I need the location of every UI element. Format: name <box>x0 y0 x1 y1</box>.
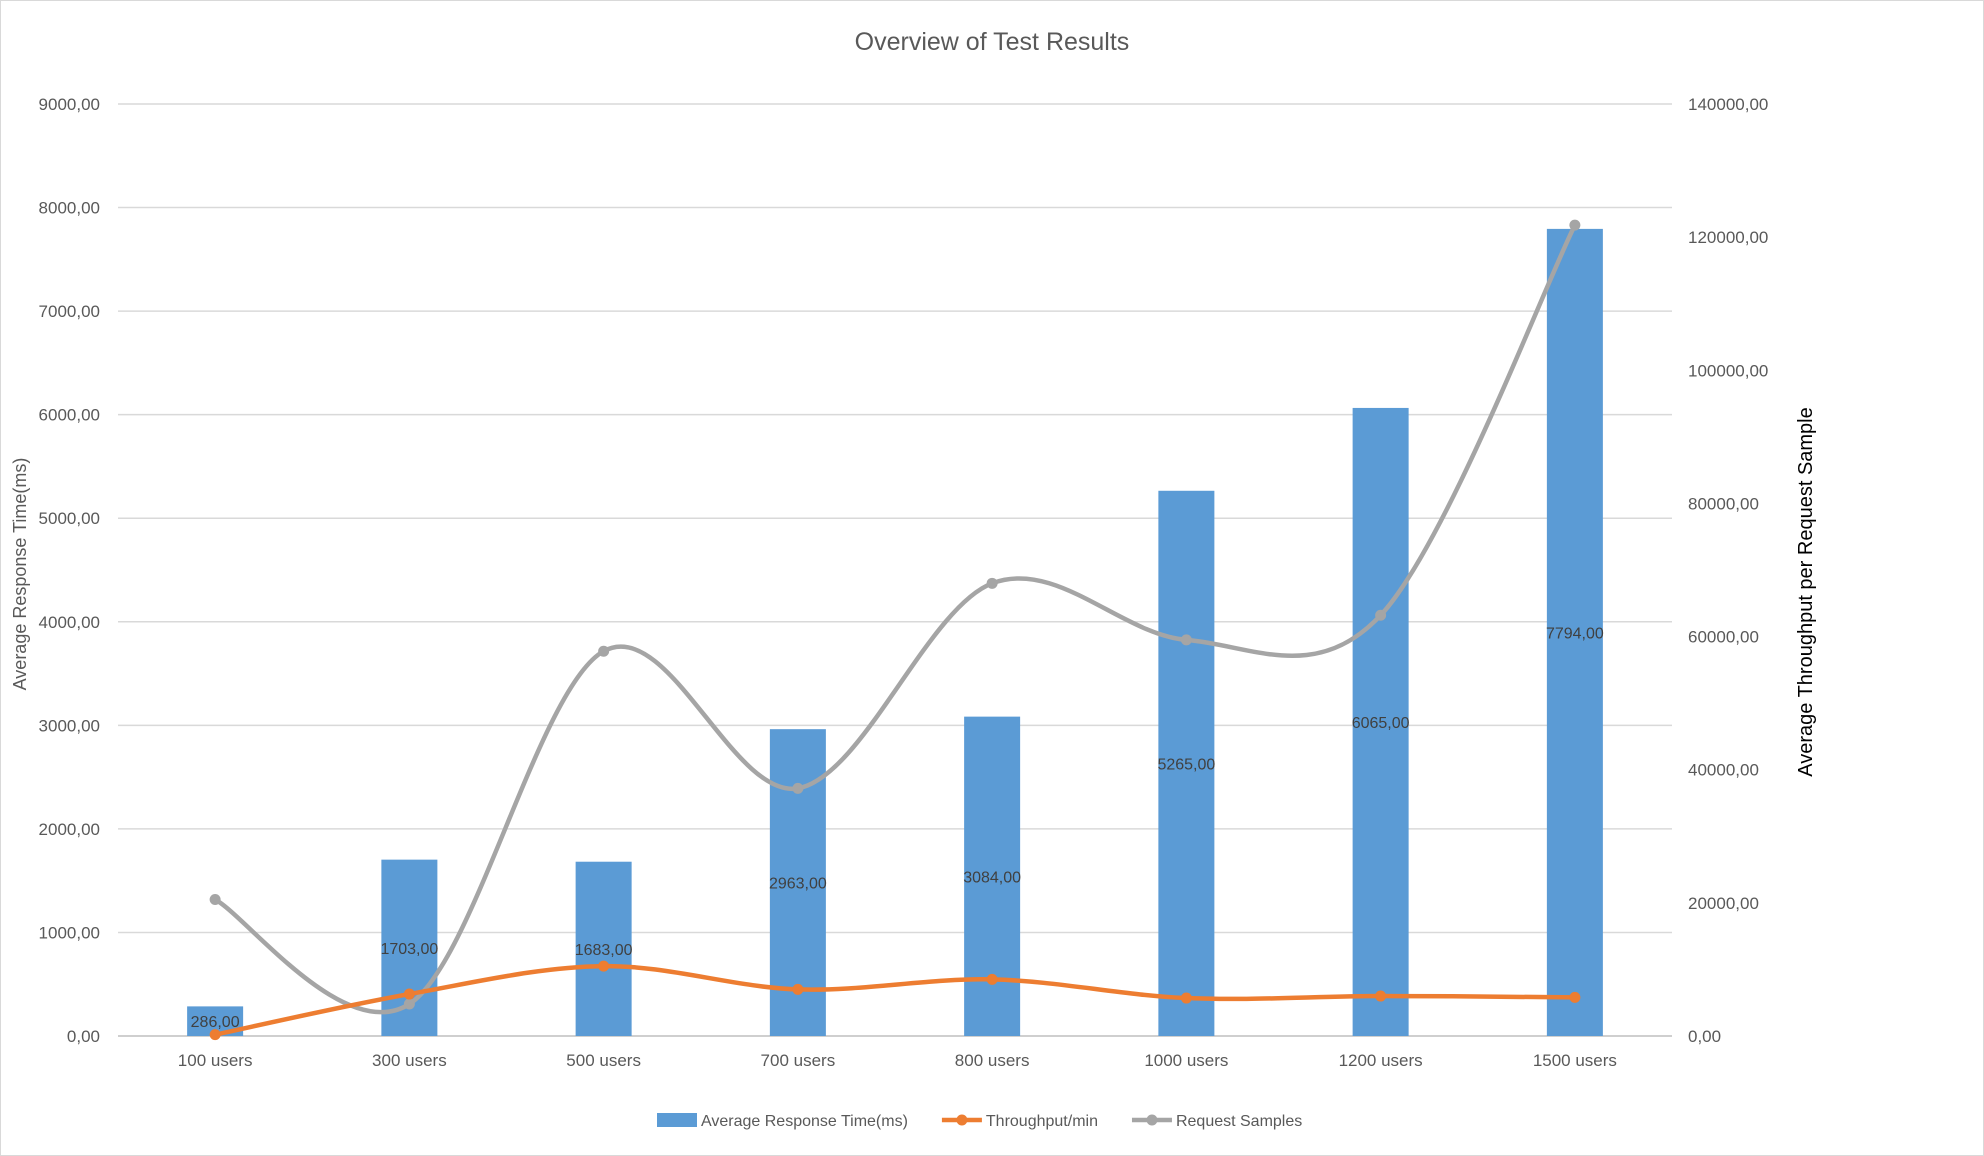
bar <box>1546 228 1603 1036</box>
legend: Average Response Time(ms) Throughput/min R… <box>657 1113 1302 1130</box>
throughput-min-point <box>1180 992 1192 1004</box>
y2-tick-label: 20000,00 <box>1688 894 1759 913</box>
request-samples-point <box>1180 634 1192 646</box>
bar <box>575 861 632 1036</box>
y-tick-label: 7000,00 <box>39 302 100 321</box>
chart-title: Overview of Test Results <box>855 28 1130 56</box>
throughput-min-point <box>1375 990 1387 1002</box>
throughput-min-point <box>598 960 610 972</box>
y-axis-title: Average Response Time(ms) <box>10 458 30 691</box>
y-tick-label: 6000,00 <box>39 406 100 425</box>
y2-tick-label: 80000,00 <box>1688 494 1759 513</box>
bar <box>1158 490 1215 1036</box>
y-tick-label: 0,00 <box>67 1027 100 1046</box>
y2-tick-label: 0,00 <box>1688 1027 1721 1046</box>
left-axis-ticks: 0,00 1000,00 2000,00 3000,00 4000,00 5000,00 6… <box>39 95 100 1046</box>
right-axis-ticks: 0,00 20000,00 40000,00 60000,00 80000,00 1000… <box>1688 95 1768 1046</box>
bar-data-label: 6065,00 <box>1352 715 1410 732</box>
bar-data-label: 1683,00 <box>575 942 633 959</box>
legend-label: Average Response Time(ms) <box>701 1113 908 1130</box>
gridlines <box>118 103 1672 1037</box>
throughput-min-point <box>1569 991 1581 1003</box>
bar-series <box>187 228 1603 1036</box>
y2-tick-label: 40000,00 <box>1688 761 1759 780</box>
throughput-min-point <box>209 1029 221 1041</box>
y-tick-label: 5000,00 <box>39 509 100 528</box>
y2-tick-label: 140000,00 <box>1688 95 1768 114</box>
request-samples-point <box>792 782 804 794</box>
bar <box>1352 407 1409 1036</box>
y-tick-label: 9000,00 <box>39 95 100 114</box>
y-tick-label: 1000,00 <box>39 923 100 942</box>
y2-tick-label: 120000,00 <box>1688 228 1768 247</box>
throughput-min-point <box>792 983 804 995</box>
bar-data-labels: 286,00 1703,00 1683,00 2963,00 3084,00 5265,0… <box>191 625 1604 1031</box>
y-tick-label: 4000,00 <box>39 613 100 632</box>
x-tick-label: 1000 users <box>1144 1051 1228 1070</box>
legend-marker <box>1146 1114 1158 1126</box>
x-tick-label: 100 users <box>178 1051 253 1070</box>
x-tick-label: 700 users <box>761 1051 836 1070</box>
y-tick-label: 3000,00 <box>39 716 100 735</box>
throughput-min-point <box>986 973 998 985</box>
bar-data-label: 2963,00 <box>769 876 827 893</box>
y2-tick-label: 60000,00 <box>1688 628 1759 647</box>
throughput-min-line <box>212 963 1578 1037</box>
y2-axis-title: Average Throughput per Request Sample <box>1795 407 1817 777</box>
request-samples-point <box>1569 219 1581 231</box>
request-samples-point <box>1375 609 1387 621</box>
bar-data-label: 286,00 <box>191 1014 240 1031</box>
bar-data-label: 5265,00 <box>1157 756 1215 773</box>
x-tick-label: 1200 users <box>1339 1051 1423 1070</box>
bar-data-label: 3084,00 <box>963 869 1021 886</box>
y-tick-label: 2000,00 <box>39 820 100 839</box>
y-tick-label: 8000,00 <box>39 199 100 218</box>
request-samples-point <box>403 998 415 1010</box>
throughput-min-point <box>403 988 415 1000</box>
x-tick-label: 800 users <box>955 1051 1030 1070</box>
legend-marker <box>956 1114 968 1126</box>
y2-tick-label: 100000,00 <box>1688 361 1768 380</box>
request-samples-point <box>986 577 998 589</box>
x-tick-label: 500 users <box>566 1051 641 1070</box>
legend-swatch <box>657 1113 697 1127</box>
legend-label: Throughput/min <box>986 1113 1098 1130</box>
bar-data-label: 7794,00 <box>1546 625 1604 642</box>
request-samples-point <box>598 645 610 657</box>
x-tick-label: 300 users <box>372 1051 447 1070</box>
x-axis-ticks: 100 users 300 users 500 users 700 users 800 … <box>178 1051 1617 1070</box>
request-samples-point <box>209 894 221 906</box>
line-series <box>209 219 1581 1041</box>
legend-label: Request Samples <box>1176 1113 1302 1130</box>
x-tick-label: 1500 users <box>1533 1051 1617 1070</box>
bar-data-label: 1703,00 <box>380 941 438 958</box>
